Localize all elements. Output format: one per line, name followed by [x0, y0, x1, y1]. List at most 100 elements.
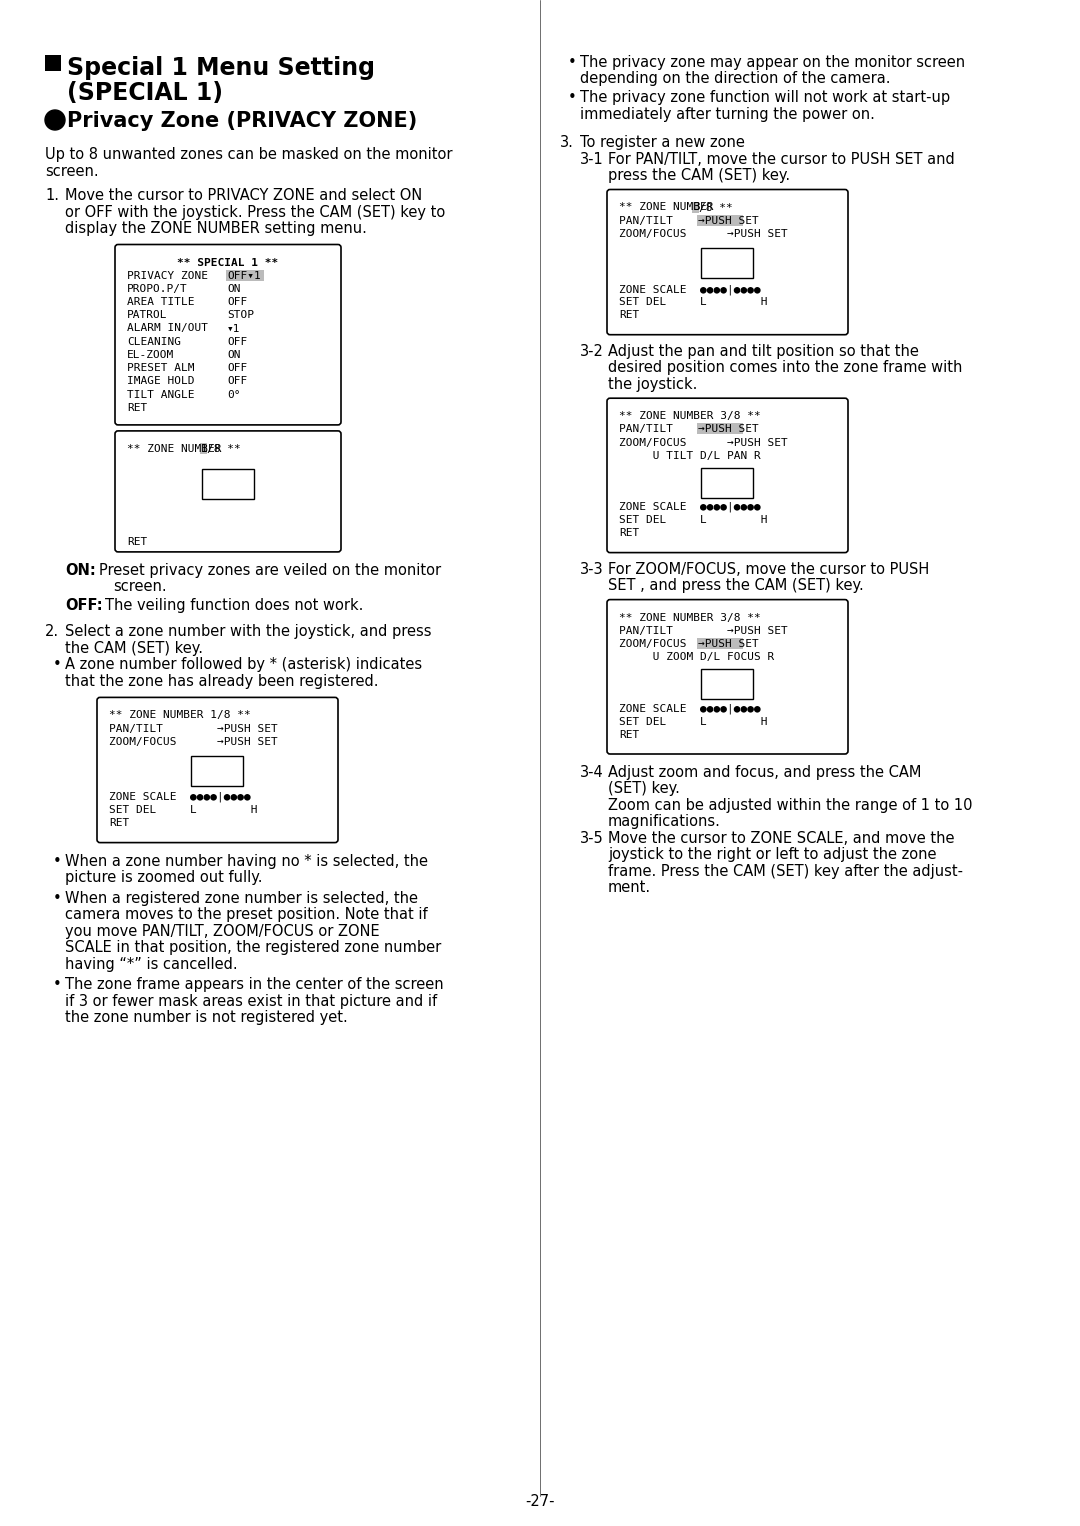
Text: •: • — [53, 658, 62, 673]
Text: the joystick.: the joystick. — [608, 377, 698, 392]
Text: /8 **: /8 ** — [699, 203, 732, 212]
Bar — [701, 468, 753, 497]
Text: EL-ZOOM: EL-ZOOM — [127, 349, 174, 360]
Text: SET DEL     L        H: SET DEL L H — [109, 806, 257, 815]
Text: camera moves to the preset position. Note that if: camera moves to the preset position. Not… — [65, 906, 428, 922]
Text: The veiling function does not work.: The veiling function does not work. — [105, 598, 363, 613]
Text: When a registered zone number is selected, the: When a registered zone number is selecte… — [65, 891, 418, 905]
Text: the CAM (SET) key.: the CAM (SET) key. — [65, 641, 203, 656]
Text: Up to 8 unwanted zones can be masked on the monitor: Up to 8 unwanted zones can be masked on … — [45, 146, 453, 162]
Text: RET: RET — [127, 537, 147, 546]
FancyBboxPatch shape — [607, 398, 848, 552]
Text: PRIVACY ZONE: PRIVACY ZONE — [127, 270, 208, 281]
Text: SET DEL     L        H: SET DEL L H — [619, 717, 768, 726]
Text: •: • — [568, 90, 577, 105]
Text: magnifications.: magnifications. — [608, 815, 720, 830]
FancyBboxPatch shape — [114, 430, 341, 552]
Bar — [692, 201, 699, 212]
Text: screen.: screen. — [45, 163, 98, 179]
Text: ON: ON — [227, 349, 241, 360]
Text: A zone number followed by * (asterisk) indicates: A zone number followed by * (asterisk) i… — [65, 658, 422, 673]
Text: OFF: OFF — [227, 337, 247, 346]
FancyBboxPatch shape — [114, 244, 341, 424]
Text: 3-2: 3-2 — [580, 343, 604, 359]
Text: The privacy zone function will not work at start-up: The privacy zone function will not work … — [580, 90, 950, 105]
Text: →PUSH SET: →PUSH SET — [698, 424, 758, 435]
Text: ZONE SCALE  ●●●●|●●●●: ZONE SCALE ●●●●|●●●● — [109, 792, 251, 803]
Text: The zone frame appears in the center of the screen: The zone frame appears in the center of … — [65, 977, 444, 992]
Text: OFF: OFF — [227, 377, 247, 386]
Bar — [697, 423, 743, 435]
Text: RET: RET — [109, 818, 130, 829]
Text: ▾1: ▾1 — [227, 324, 241, 334]
Text: -27-: -27- — [525, 1494, 555, 1509]
Text: When a zone number having no * is selected, the: When a zone number having no * is select… — [65, 853, 428, 868]
Text: SCALE in that position, the registered zone number: SCALE in that position, the registered z… — [65, 940, 442, 955]
Text: ** ZONE NUMBER 3/8 **: ** ZONE NUMBER 3/8 ** — [619, 612, 760, 623]
Text: •: • — [53, 853, 62, 868]
Text: you move PAN/TILT, ZOOM/FOCUS or ZONE: you move PAN/TILT, ZOOM/FOCUS or ZONE — [65, 923, 380, 938]
Bar — [701, 670, 753, 699]
Bar — [200, 443, 206, 453]
Text: ZOOM/FOCUS      →PUSH SET: ZOOM/FOCUS →PUSH SET — [109, 737, 278, 746]
Text: OFF:: OFF: — [65, 598, 103, 613]
Text: the zone number is not registered yet.: the zone number is not registered yet. — [65, 1010, 348, 1025]
Text: U TILT D/L PAN R: U TILT D/L PAN R — [619, 450, 760, 461]
Text: •: • — [53, 977, 62, 992]
Text: Special 1 Menu Setting: Special 1 Menu Setting — [67, 56, 375, 79]
Text: PATROL: PATROL — [127, 310, 167, 320]
Text: RET: RET — [619, 528, 639, 539]
Text: ZONE SCALE  ●●●●|●●●●: ZONE SCALE ●●●●|●●●● — [619, 502, 760, 513]
Text: if 3 or fewer mask areas exist in that picture and if: if 3 or fewer mask areas exist in that p… — [65, 993, 437, 1009]
Text: SET DEL     L        H: SET DEL L H — [619, 516, 768, 525]
Text: ** ZONE NUMBER 1/8 **: ** ZONE NUMBER 1/8 ** — [109, 711, 251, 720]
Text: ALARM IN/OUT: ALARM IN/OUT — [127, 324, 208, 334]
Text: →PUSH SET: →PUSH SET — [698, 639, 758, 649]
Text: PAN/TILT        →PUSH SET: PAN/TILT →PUSH SET — [619, 626, 787, 636]
Text: TILT ANGLE: TILT ANGLE — [127, 389, 194, 400]
Text: •: • — [53, 891, 62, 905]
Text: STOP: STOP — [227, 310, 254, 320]
Text: Adjust the pan and tilt position so that the: Adjust the pan and tilt position so that… — [608, 343, 919, 359]
Text: 3.: 3. — [561, 134, 573, 150]
Text: AREA TITLE: AREA TITLE — [127, 298, 194, 307]
Text: The privacy zone may appear on the monitor screen: The privacy zone may appear on the monit… — [580, 55, 966, 70]
Text: RET: RET — [619, 310, 639, 320]
Text: display the ZONE NUMBER setting menu.: display the ZONE NUMBER setting menu. — [65, 221, 367, 237]
Text: 3-1: 3-1 — [580, 151, 604, 166]
Text: OFF: OFF — [227, 363, 247, 372]
Text: Zoom can be adjusted within the range of 1 to 10: Zoom can be adjusted within the range of… — [608, 798, 972, 813]
Text: that the zone has already been registered.: that the zone has already been registere… — [65, 674, 378, 688]
Text: Move the cursor to ZONE SCALE, and move the: Move the cursor to ZONE SCALE, and move … — [608, 832, 955, 845]
Text: depending on the direction of the camera.: depending on the direction of the camera… — [580, 72, 891, 87]
Text: ment.: ment. — [608, 881, 651, 896]
Text: Preset privacy zones are veiled on the monitor: Preset privacy zones are veiled on the m… — [99, 563, 441, 578]
Bar — [202, 468, 254, 499]
Text: PAN/TILT: PAN/TILT — [619, 424, 727, 435]
Bar — [701, 249, 753, 278]
Text: ZONE SCALE  ●●●●|●●●●: ZONE SCALE ●●●●|●●●● — [619, 284, 760, 295]
Text: To register a new zone: To register a new zone — [580, 134, 745, 150]
Text: (SET) key.: (SET) key. — [608, 781, 680, 797]
Bar — [226, 270, 264, 281]
Bar — [191, 755, 243, 786]
Text: ** SPECIAL 1 **: ** SPECIAL 1 ** — [177, 258, 279, 267]
Text: having “*” is cancelled.: having “*” is cancelled. — [65, 957, 238, 972]
Text: For PAN/TILT, move the cursor to PUSH SET and: For PAN/TILT, move the cursor to PUSH SE… — [608, 151, 955, 166]
Text: Move the cursor to PRIVACY ZONE and select ON: Move the cursor to PRIVACY ZONE and sele… — [65, 188, 422, 203]
Text: picture is zoomed out fully.: picture is zoomed out fully. — [65, 870, 262, 885]
Text: press the CAM (SET) key.: press the CAM (SET) key. — [608, 168, 791, 183]
Text: PAN/TILT        →PUSH SET: PAN/TILT →PUSH SET — [109, 723, 278, 734]
Text: frame. Press the CAM (SET) key after the adjust-: frame. Press the CAM (SET) key after the… — [608, 864, 963, 879]
Text: OFF: OFF — [227, 298, 247, 307]
Text: PRESET ALM: PRESET ALM — [127, 363, 194, 372]
Text: SET DEL     L        H: SET DEL L H — [619, 298, 768, 307]
Text: 1: 1 — [201, 444, 207, 453]
Text: CLEANING: CLEANING — [127, 337, 181, 346]
Text: desired position comes into the zone frame with: desired position comes into the zone fra… — [608, 360, 962, 375]
Text: Adjust zoom and focus, and press the CAM: Adjust zoom and focus, and press the CAM — [608, 765, 921, 780]
Text: ** ZONE NUMBER: ** ZONE NUMBER — [619, 203, 720, 212]
Text: PAN/TILT: PAN/TILT — [619, 215, 727, 226]
Text: ZOOM/FOCUS: ZOOM/FOCUS — [619, 639, 727, 649]
Bar — [697, 215, 743, 226]
